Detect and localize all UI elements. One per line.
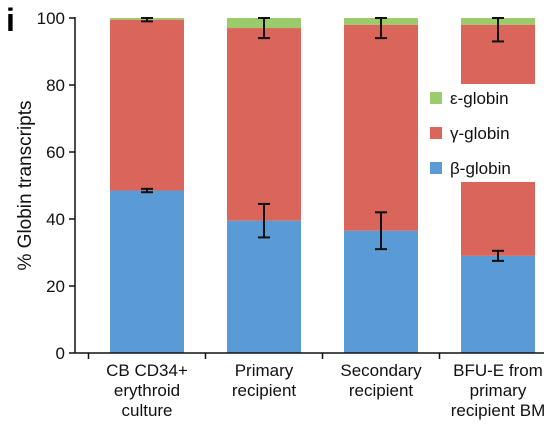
y-tick-label-5: 100: [37, 9, 65, 28]
y-tick-label-4: 80: [46, 76, 65, 95]
category-label-line: recipient BM: [451, 401, 544, 420]
bar-globin-1: [227, 220, 301, 353]
category-label-line: recipient: [349, 381, 414, 400]
category-label-3: BFU-E from primary recipient BM: [451, 361, 544, 420]
legend-label-1: γ-globin: [450, 124, 510, 143]
panel-letter: i: [6, 2, 15, 38]
bar-globin-2: [344, 230, 418, 353]
category-label-2: Secondary recipient: [340, 361, 422, 400]
category-label-line: erythroid: [114, 381, 180, 400]
y-tick-label-1: 20: [46, 277, 65, 296]
legend-swatch-2: [430, 162, 442, 174]
category-label-0: CB CD34+ erythroid culture: [106, 361, 188, 420]
legend-swatch-0: [430, 92, 442, 104]
category-label-line: Primary: [235, 361, 294, 380]
bar-globin-2: [344, 24, 418, 231]
legend-swatch-1: [430, 127, 442, 139]
category-label-line: primary: [470, 381, 527, 400]
bar-globin-1: [227, 28, 301, 221]
y-axis-label: % Globin transcripts: [15, 100, 36, 270]
category-label-1: Primary recipient: [232, 361, 297, 400]
category-label-line: BFU-E from: [453, 361, 543, 380]
category-label-line: Secondary: [340, 361, 422, 380]
y-tick-label-0: 0: [56, 344, 65, 363]
bar-globin-0: [110, 190, 184, 353]
bar-globin-0: [110, 19, 184, 191]
bar-globin-3: [461, 255, 535, 353]
category-label-line: CB CD34+: [106, 361, 188, 380]
legend-background: [424, 84, 538, 182]
category-label-line: recipient: [232, 381, 297, 400]
legend-label-0: ε-globin: [450, 89, 509, 108]
category-label-line: culture: [121, 401, 172, 420]
y-tick-label-3: 60: [46, 143, 65, 162]
legend-label-2: β-globin: [450, 159, 511, 178]
y-tick-label-2: 40: [46, 210, 65, 229]
